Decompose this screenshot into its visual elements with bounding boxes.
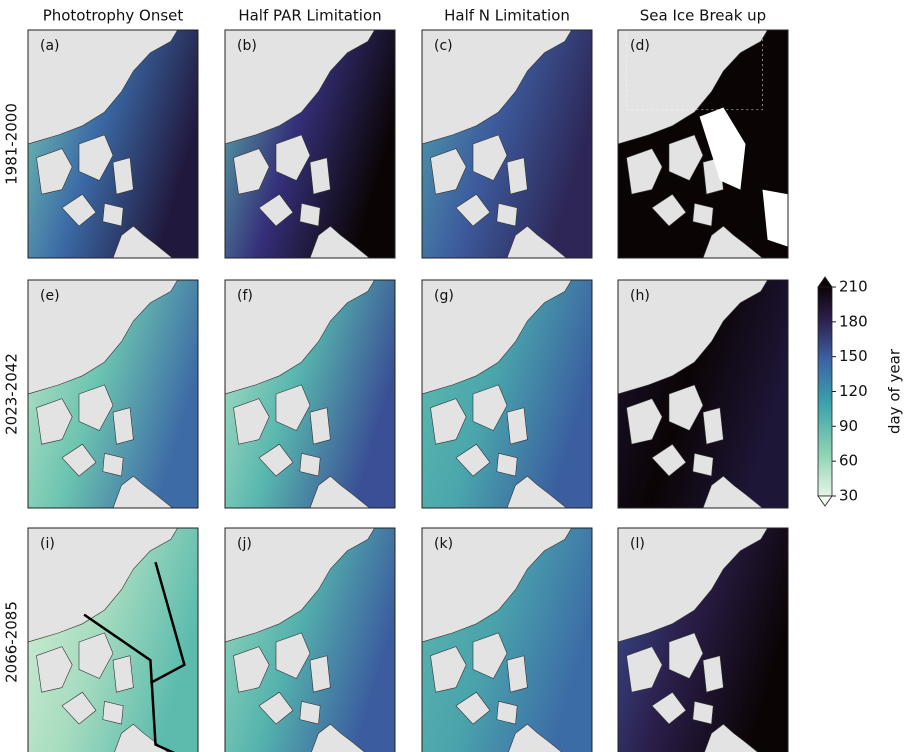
panel-label: (l) — [630, 536, 645, 552]
island — [113, 158, 133, 195]
map-panel — [225, 30, 395, 258]
map-panel — [225, 280, 395, 508]
figure: Phototrophy Onset Half PAR Limitation Half… — [0, 0, 908, 752]
island — [113, 408, 133, 445]
island — [703, 408, 723, 445]
panel-label: (j) — [237, 536, 252, 552]
map-panel — [422, 280, 592, 508]
island — [310, 158, 330, 195]
island — [507, 158, 527, 195]
colorbar-extend-max — [818, 277, 832, 287]
map-panel — [422, 528, 592, 752]
map-panel — [225, 528, 395, 752]
panel-label: (g) — [434, 288, 454, 304]
panel-label: (c) — [434, 38, 453, 54]
colorbar-tick-label: 30 — [839, 487, 858, 505]
colorbar-label: day of year — [886, 348, 904, 434]
panel-label: (f) — [237, 288, 253, 304]
row-label: 1981-2000 — [3, 103, 21, 185]
panel-label: (e) — [40, 288, 60, 304]
row-label: 2066-2085 — [3, 601, 21, 683]
map-panel — [422, 30, 592, 258]
panel-label: (k) — [434, 536, 453, 552]
map-panel — [618, 528, 788, 752]
column-title: Sea Ice Break up — [640, 7, 766, 25]
panel-label: (a) — [40, 38, 60, 54]
panel-label: (d) — [630, 38, 650, 54]
island — [507, 408, 527, 445]
colorbar-tick-label: 60 — [839, 452, 858, 470]
column-title: Half PAR Limitation — [238, 7, 381, 25]
island — [310, 408, 330, 445]
colorbar-tick-label: 90 — [839, 417, 858, 435]
panel-label: (i) — [40, 536, 55, 552]
island — [703, 656, 723, 693]
colorbar — [818, 287, 832, 496]
colorbar-extend-min — [818, 496, 832, 506]
map-panel — [28, 280, 198, 508]
column-title: Half N Limitation — [444, 7, 570, 25]
island — [113, 656, 133, 693]
colorbar-tick-label: 180 — [839, 312, 868, 330]
panel-label: (b) — [237, 38, 257, 54]
row-label: 2023-2042 — [3, 353, 21, 435]
panel-label: (h) — [630, 288, 650, 304]
map-panel — [28, 528, 198, 752]
colorbar-tick-label: 150 — [839, 347, 868, 365]
map-panel — [618, 30, 788, 258]
map-panel — [618, 280, 788, 508]
island — [507, 656, 527, 693]
column-title: Phototrophy Onset — [43, 7, 184, 25]
map-panel — [28, 30, 198, 258]
island — [310, 656, 330, 693]
colorbar-tick-label: 210 — [839, 278, 868, 296]
colorbar-tick-label: 120 — [839, 382, 868, 400]
